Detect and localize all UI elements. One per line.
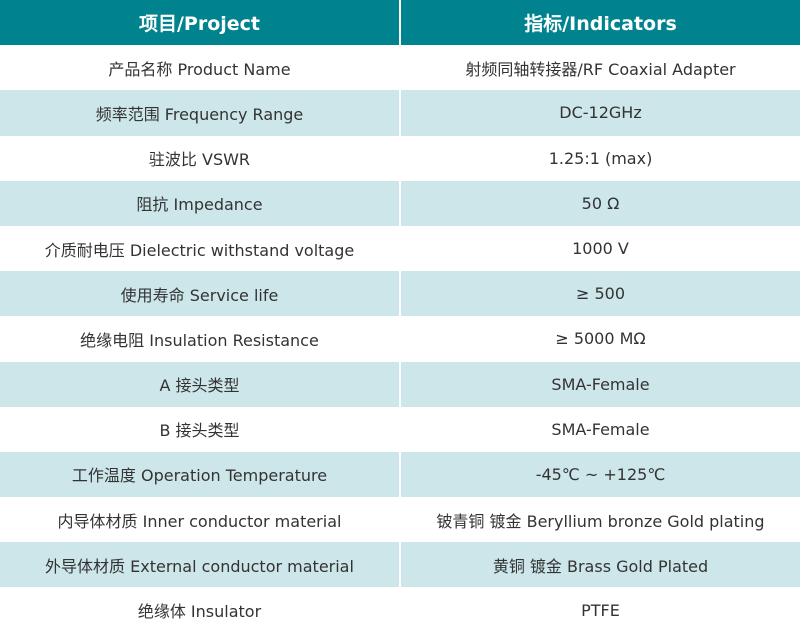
indicator-cell: 1.25:1 (max) [548,148,653,168]
project-cell: 阻抗 Impedance [0,180,401,226]
project-cell: B 接头类型 [0,406,401,452]
table-row: 绝缘体 Insulator PTFE [0,587,800,633]
table-row: 工作温度 Operation Temperature -45℃ ~ +125℃ [0,451,800,498]
indicator-cell: ≥ 5000 MΩ [555,329,646,349]
column-header-project: 项目/Project [0,0,401,46]
project-cell: 绝缘体 Insulator [0,587,401,633]
indicator-cell: ≥ 500 [400,271,800,317]
indicator-cell: -45℃ ~ +125℃ [400,451,800,498]
indicator-cell: SMA-Female [400,361,800,407]
indicator-cell: 50 Ω [400,180,800,226]
indicator-cell: 1000 V [572,239,629,259]
project-cell: 使用寿命 Service life [0,271,401,317]
project-cell: 频率范围 Frequency Range [0,90,401,136]
table-row: A 接头类型 SMA-Female [0,361,800,407]
table-row: 阻抗 Impedance 50 Ω [0,180,800,226]
table-row: 外导体材质 External conductor material 黄铜 镀金 B… [0,542,800,588]
indicator-cell: 射频同轴转接器/RF Coaxial Adapter [465,59,736,79]
column-header-indicators: 指标/Indicators [400,0,800,46]
project-cell: 工作温度 Operation Temperature [0,451,401,498]
project-cell: A 接头类型 [0,361,401,407]
table-row: 绝缘电阻 Insulation Resistance ≥ 5000 MΩ [0,316,800,362]
table-row: 使用寿命 Service life ≥ 500 [0,271,800,317]
table-row: 驻波比 VSWR 1.25:1 (max) [0,135,800,181]
table-row: 频率范围 Frequency Range DC-12GHz [0,90,800,136]
table-header-row: 项目/Project 指标/Indicators [0,0,800,46]
indicator-cell: SMA-Female [551,419,650,439]
project-cell: 驻波比 VSWR [0,135,401,181]
project-cell: 内导体材质 Inner conductor material [0,497,401,543]
table-row: 内导体材质 Inner conductor material 铍青铜 镀金 Ber… [0,497,800,543]
indicator-cell: PTFE [581,600,620,620]
project-cell: 绝缘电阻 Insulation Resistance [0,316,401,362]
indicator-cell: DC-12GHz [400,90,800,136]
indicator-cell: 黄铜 镀金 Brass Gold Plated [400,542,800,588]
project-cell: 外导体材质 External conductor material [0,542,401,588]
indicator-cell: 铍青铜 镀金 Beryllium bronze Gold plating [436,511,765,531]
project-cell: 产品名称 Product Name [0,45,401,91]
project-cell: 介质耐电压 Dielectric withstand voltage [0,225,401,272]
table-row: B 接头类型 SMA-Female [0,406,800,452]
table-row: 介质耐电压 Dielectric withstand voltage 1000 V [0,225,800,272]
table-row: 产品名称 Product Name 射频同轴转接器/RF Coaxial Adap… [0,45,800,91]
